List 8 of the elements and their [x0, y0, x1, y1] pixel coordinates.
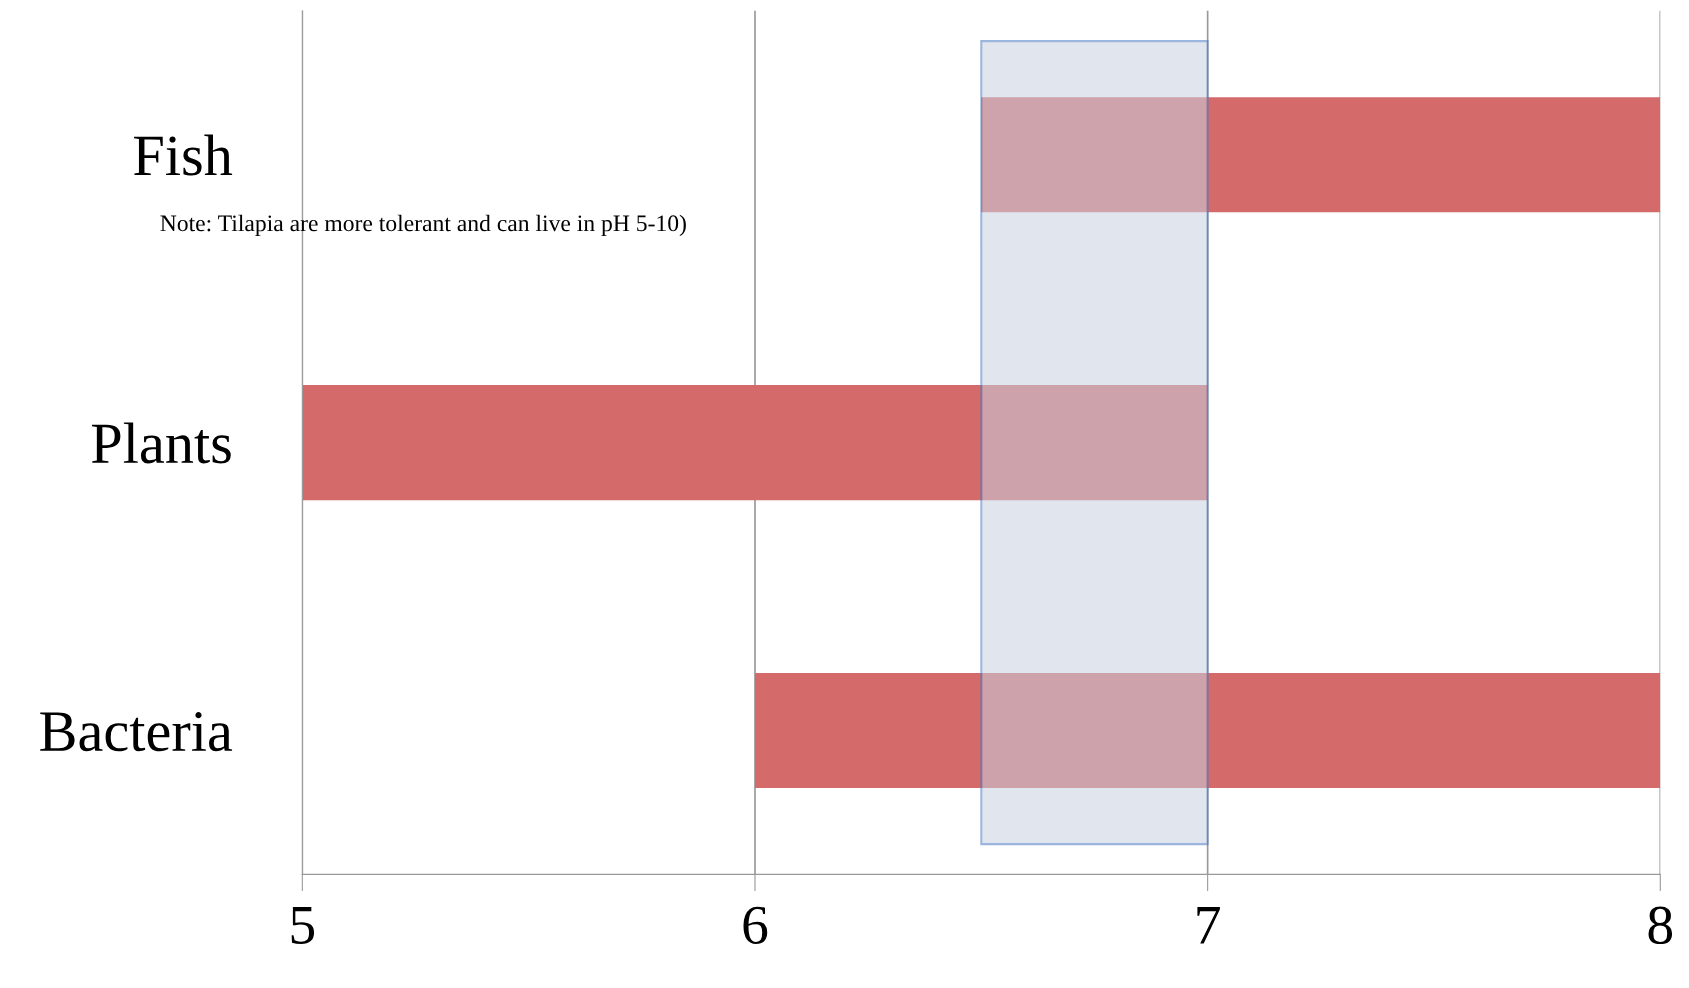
- x-tick-label: 7: [1197, 907, 1220, 944]
- y-tick-label: Plants: [91, 422, 231, 464]
- x-tick-label: 8: [1648, 906, 1673, 945]
- annotation: Note: Tilapia are more tolerant and can live in pH 5-10): [160, 214, 686, 237]
- x-tick-label: 5: [291, 907, 315, 945]
- y-tick-label: Bacteria: [40, 712, 233, 752]
- x-tick-label: 6: [743, 906, 768, 945]
- y-tick-label: Fish: [134, 134, 233, 176]
